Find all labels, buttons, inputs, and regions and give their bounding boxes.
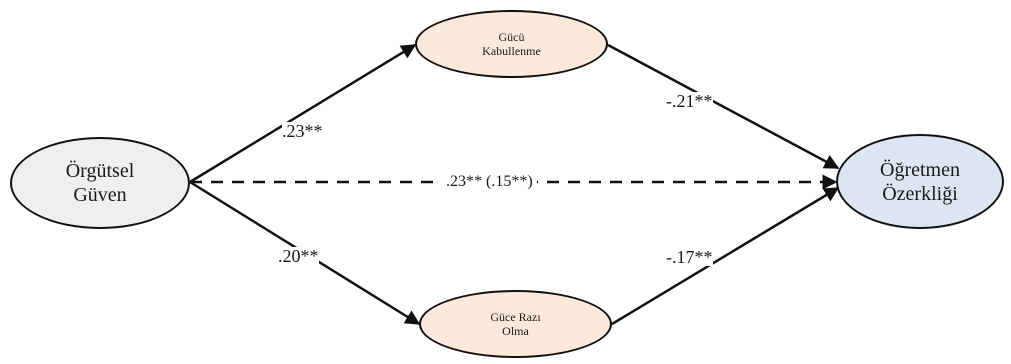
- coefficient-direct-effect: .23** (.15**): [442, 174, 537, 190]
- coefficient-consent-to-autonomy: -.17**: [666, 247, 713, 267]
- arrow-accept-to-autonomy: [607, 43, 840, 170]
- node-power-consent-line2: Olma: [502, 324, 529, 338]
- coefficient-trust-to-consent: .20**: [278, 246, 319, 266]
- arrow-trust-to-accept: [189, 43, 417, 184]
- node-teacher-autonomy-line1: Öğretmen: [880, 158, 960, 181]
- node-organizational-trust-line1: Örgütsel: [65, 160, 135, 182]
- arrow-consent-to-autonomy: [611, 186, 840, 326]
- node-organizational-trust: Örgütsel Güven: [10, 137, 190, 229]
- node-power-acceptance-line2: Kabullenme: [482, 44, 541, 58]
- node-organizational-trust-line2: Güven: [73, 184, 127, 206]
- node-power-acceptance-line1: Gücü: [498, 29, 525, 44]
- coefficient-accept-to-autonomy: -.21**: [666, 91, 713, 111]
- node-teacher-autonomy-line2: Özerkliği: [882, 182, 958, 205]
- node-power-consent-line1: Güce Razı: [490, 309, 541, 324]
- node-power-consent: Güce Razı Olma: [419, 290, 612, 358]
- node-power-acceptance: Gücü Kabullenme: [415, 10, 608, 78]
- node-teacher-autonomy: Öğretmen Özerkliği: [836, 134, 1004, 229]
- coefficient-trust-to-accept: .23**: [282, 121, 323, 141]
